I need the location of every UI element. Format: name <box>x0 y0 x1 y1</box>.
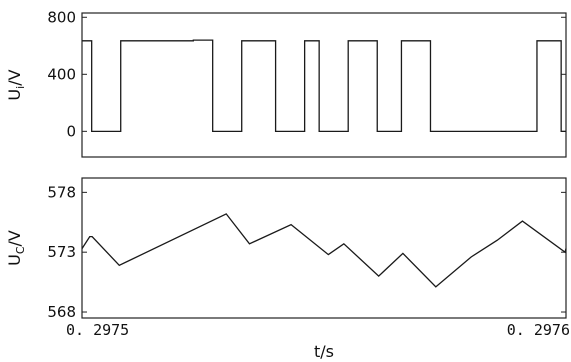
x-tick-label: 0. 2975 <box>66 321 129 339</box>
y-tick-label: 568 <box>47 303 76 321</box>
y-tick-label: 400 <box>47 65 76 83</box>
y-tick-label: 800 <box>47 8 76 26</box>
series-line-2 <box>81 213 567 288</box>
panel-1: 800 400 0 Ui/V <box>5 8 567 158</box>
y-axis-label: UC/V <box>5 230 27 266</box>
x-tick-label: 0. 2976 <box>507 321 570 339</box>
y-axis-label: Ui/V <box>5 69 27 100</box>
plot-frame <box>81 12 567 158</box>
y-tick-label: 573 <box>47 243 76 261</box>
y-tick-label: 578 <box>47 183 76 201</box>
x-axis-label: t/s <box>314 342 334 361</box>
y-tick-label: 0 <box>66 122 76 140</box>
series-line-1 <box>82 39 566 132</box>
